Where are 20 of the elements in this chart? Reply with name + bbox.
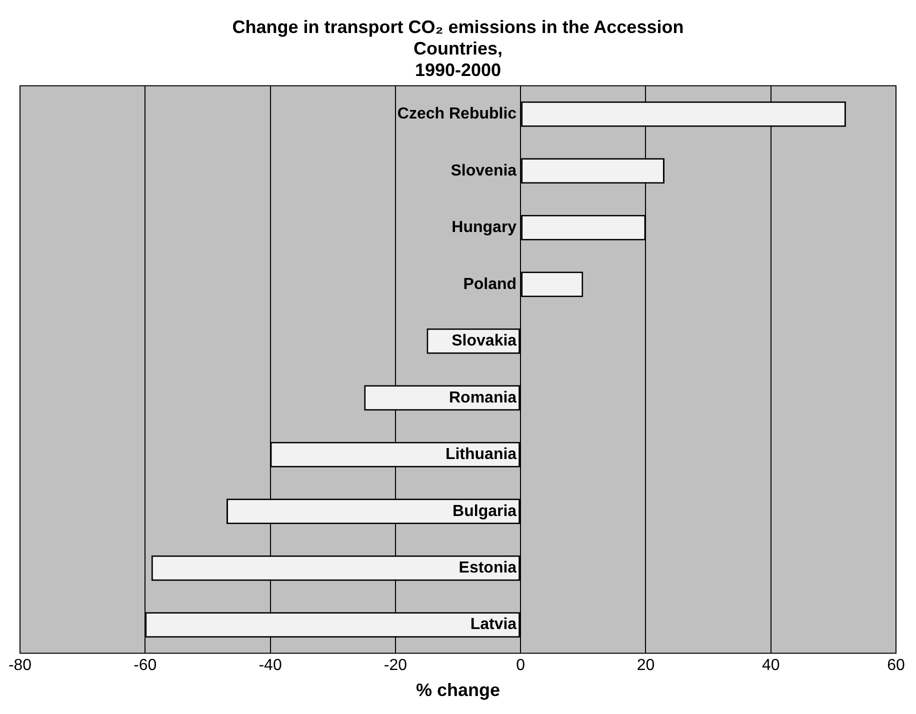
y-tick-label: Romania bbox=[448, 389, 517, 406]
y-tick-label: Czech Rebublic bbox=[397, 106, 517, 123]
y-tick-label: Hungary bbox=[452, 219, 517, 236]
y-tick-label: Poland bbox=[463, 276, 517, 293]
x-axis-title: % change bbox=[416, 680, 500, 700]
x-tick-label: -80 bbox=[8, 657, 32, 674]
y-tick-label: Latvia bbox=[470, 616, 517, 634]
x-tick-label: 60 bbox=[887, 657, 905, 674]
x-tick-label: -60 bbox=[134, 657, 157, 674]
y-tick-label: Slovenia bbox=[450, 162, 517, 180]
x-tick-label: 0 bbox=[516, 657, 526, 674]
y-tick-label: Lithuania bbox=[445, 446, 517, 464]
y-tick-label: Slovakia bbox=[452, 332, 517, 350]
y-tick-label: Estonia bbox=[458, 559, 517, 576]
chart-title: Change in transport CO₂ emissions in the Accession Countries, 1990-2000 bbox=[232, 16, 684, 80]
x-tick-label: 40 bbox=[762, 657, 780, 674]
x-tick-label: -20 bbox=[384, 657, 408, 674]
x-tick-label: -40 bbox=[258, 657, 282, 674]
y-tick-label: Bulgaria bbox=[452, 502, 517, 520]
x-tick-label: 20 bbox=[636, 657, 655, 674]
